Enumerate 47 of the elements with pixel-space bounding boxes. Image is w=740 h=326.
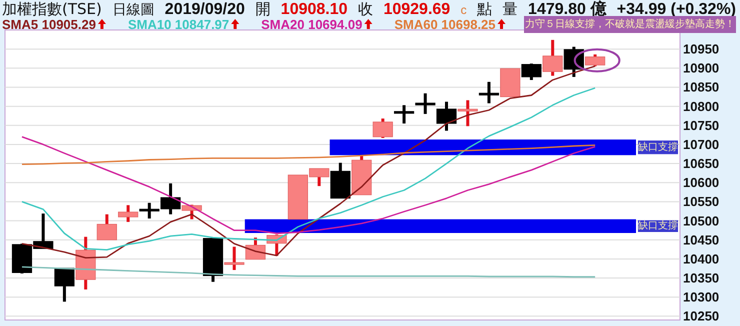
y-tick-label: 10800 [683,98,720,114]
chart-title: 加權指數(TSE) [2,0,102,18]
band-label: 缺口支撐 [638,140,678,153]
candlestick [96,214,117,240]
y-tick-label: 10750 [683,118,720,133]
text: 2019/09/20 [164,1,245,18]
y-tick-label: 10350 [683,270,720,286]
text: SMA10 10847.97 [128,17,230,32]
text: 力守５日線支撐，不破就是震盪緩步墊高走勢！ [525,18,735,30]
y-tick-label: 10250 [683,308,720,324]
candlestick [458,100,478,126]
text: +34.99 (+0.32%) [616,1,736,18]
chart-subtitle: 日線圖 [112,2,154,18]
text: 1479.80 億 [528,0,608,18]
y-tick-label: 10500 [683,213,720,228]
y-tick-label: 10650 [683,156,720,172]
candlestick [500,68,520,98]
candlestick [54,268,74,302]
line-series [21,87,596,250]
text: SMA60 10698.25 [394,17,496,32]
candlestick [330,162,350,199]
y-tick-label: 10400 [683,251,720,266]
y-tick-label: 10850 [683,80,720,95]
candlestick [415,93,436,114]
line-series [21,136,596,234]
candlestick [76,236,96,290]
candlestick [542,40,563,76]
y-tick-label: 10700 [683,136,720,152]
text: c [460,3,467,17]
text: SMA20 10694.09 [261,17,362,32]
y-tick-label: 10300 [683,290,720,305]
text: 收 [358,1,374,18]
y-tick-label: 10900 [683,60,720,76]
text: 開 [255,1,270,18]
candlestick [118,205,138,222]
candlestick [478,82,500,104]
text: 10929.69 [383,1,450,18]
y-tick-label: 10600 [683,175,720,190]
y-tick-label: 10550 [683,194,720,210]
text: 量 [502,1,518,18]
line-series [21,144,596,166]
text: 10908.10 [280,1,348,18]
y-tick-label: 10950 [683,42,720,57]
y-tick-label: 10450 [683,232,720,248]
band-label: 缺口支撐 [638,220,678,232]
text: 點 [476,1,492,18]
text: SMA5 10905.29 [2,17,96,32]
